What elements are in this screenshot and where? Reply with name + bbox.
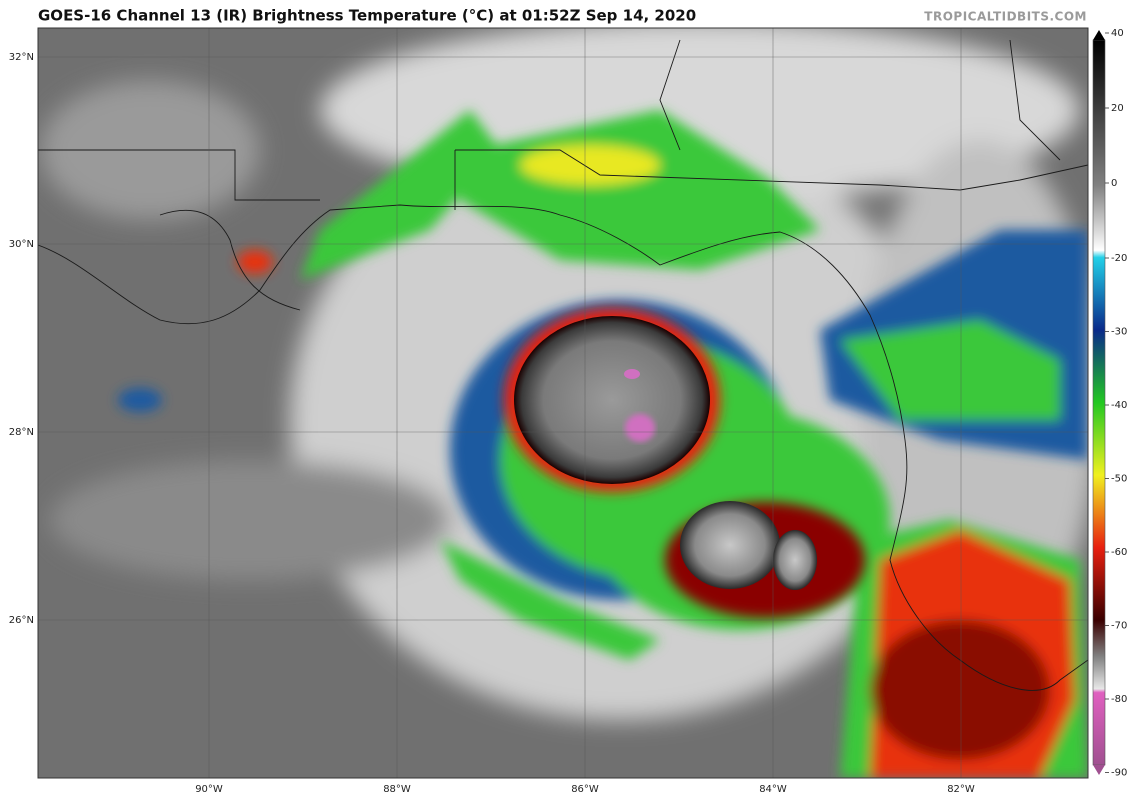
lon-label: 90°W xyxy=(195,784,223,795)
lat-label: 32°N xyxy=(9,52,34,63)
satellite-image xyxy=(38,28,1088,778)
credit: TROPICALTIDBITS.COM xyxy=(924,10,1087,24)
colorbar-label: -70 xyxy=(1111,621,1127,632)
title: GOES-16 Channel 13 (IR) Brightness Tempe… xyxy=(38,7,696,25)
lat-label: 30°N xyxy=(9,239,34,250)
lat-label: 28°N xyxy=(9,427,34,438)
grid-lines xyxy=(38,28,1088,778)
lon-label: 86°W xyxy=(571,784,599,795)
lat-label: 26°N xyxy=(9,615,34,626)
colorbar-label: -90 xyxy=(1111,768,1127,779)
colorbar-label: 0 xyxy=(1111,178,1117,189)
colorbar-label: -30 xyxy=(1111,327,1127,338)
lon-label: 84°W xyxy=(759,784,787,795)
colorbar-label: -40 xyxy=(1111,400,1127,411)
colorbar-label: -20 xyxy=(1111,253,1127,264)
colorbar xyxy=(1092,30,1106,775)
colorbar-label: 40 xyxy=(1111,28,1124,39)
colorbar-label: 20 xyxy=(1111,103,1124,114)
map-frame xyxy=(37,27,1089,779)
lon-label: 82°W xyxy=(947,784,975,795)
colorbar-label: -50 xyxy=(1111,474,1127,485)
colorbar-label: -80 xyxy=(1111,694,1127,705)
colorbar-label: -60 xyxy=(1111,547,1127,558)
lon-label: 88°W xyxy=(383,784,411,795)
